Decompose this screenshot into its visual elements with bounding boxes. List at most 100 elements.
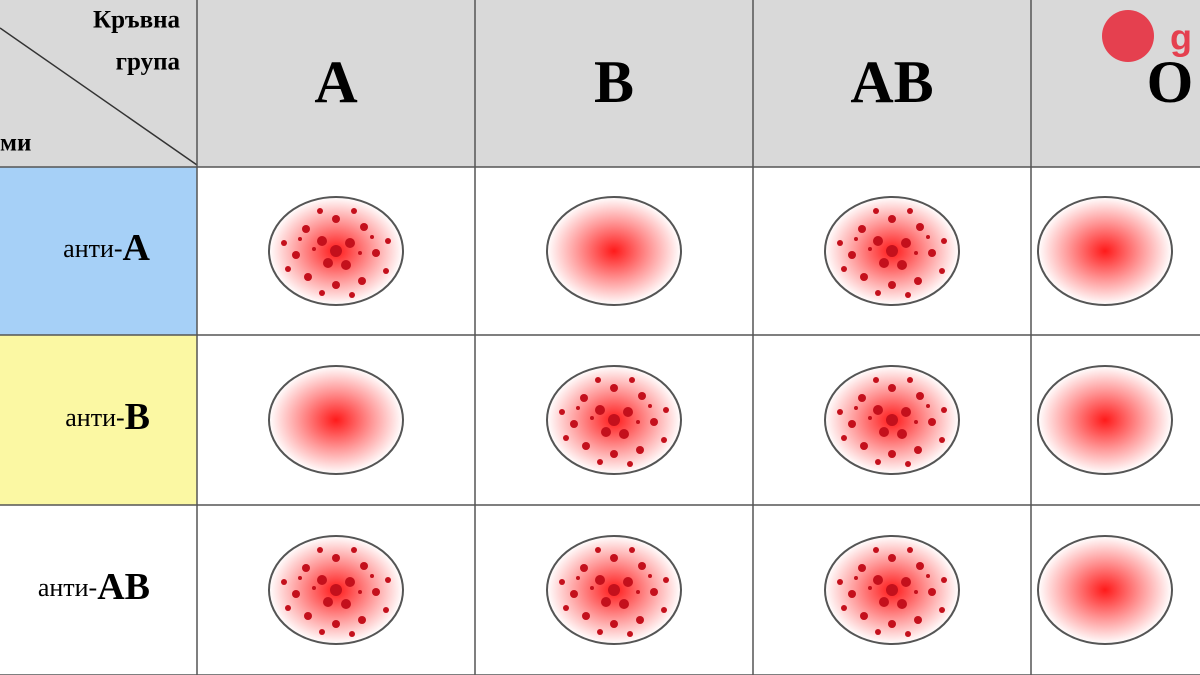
agglutination-dot bbox=[854, 237, 858, 241]
agglutination-dot bbox=[926, 404, 930, 408]
corner-label: ми bbox=[0, 130, 31, 157]
agglutination-dot bbox=[873, 547, 879, 553]
agglutination-dot bbox=[595, 547, 601, 553]
agglutination-dot bbox=[601, 597, 611, 607]
agglutination-dot bbox=[901, 407, 911, 417]
agglutination-dot bbox=[576, 576, 580, 580]
agglutination-dot bbox=[879, 597, 889, 607]
agglutination-dot bbox=[650, 588, 658, 596]
agglutination-dot bbox=[663, 407, 669, 413]
agglutination-dot bbox=[590, 416, 594, 420]
agglutination-dot bbox=[837, 240, 843, 246]
agglutination-dot bbox=[897, 260, 907, 270]
agglutination-dot bbox=[292, 590, 300, 598]
agglutination-dot bbox=[563, 605, 569, 611]
agglutination-dot bbox=[939, 437, 945, 443]
agglutination-dot bbox=[888, 554, 896, 562]
agglutination-dot bbox=[848, 420, 856, 428]
agglutination-dot bbox=[281, 240, 287, 246]
agglutination-dot bbox=[302, 564, 310, 572]
agglutination-dot bbox=[330, 245, 342, 257]
agglutination-dot bbox=[939, 268, 945, 274]
agglutination-dot bbox=[897, 599, 907, 609]
agglutination-dot bbox=[914, 251, 918, 255]
agglutination-dot bbox=[619, 429, 629, 439]
agglutination-dot bbox=[601, 427, 611, 437]
row-label-background bbox=[0, 167, 197, 335]
agglutination-dot bbox=[372, 249, 380, 257]
agglutination-dot bbox=[873, 236, 883, 246]
agglutination-dot bbox=[897, 429, 907, 439]
corner-label: Кръвна bbox=[93, 7, 181, 34]
agglutination-dot bbox=[636, 590, 640, 594]
agglutination-dot bbox=[597, 459, 603, 465]
agglutination-dot bbox=[905, 631, 911, 637]
agglutination-dot bbox=[888, 281, 896, 289]
column-header: O bbox=[1147, 49, 1194, 115]
agglutination-dot bbox=[360, 562, 368, 570]
logo-text: g bbox=[1170, 17, 1192, 58]
agglutination-dot bbox=[837, 579, 843, 585]
agglutination-dot bbox=[580, 394, 588, 402]
agglutination-dot bbox=[345, 238, 355, 248]
agglutination-dot bbox=[901, 577, 911, 587]
agglutination-dot bbox=[570, 590, 578, 598]
agglutination-dot bbox=[627, 631, 633, 637]
agglutination-dot bbox=[638, 392, 646, 400]
agglutination-dot bbox=[841, 266, 847, 272]
agglutination-dot bbox=[610, 384, 618, 392]
agglutination-dot bbox=[285, 605, 291, 611]
column-header: AB bbox=[850, 49, 933, 115]
agglutination-dot bbox=[345, 577, 355, 587]
agglutination-dot bbox=[868, 416, 872, 420]
agglutination-dot bbox=[623, 407, 633, 417]
agglutination-dot bbox=[559, 579, 565, 585]
agglutination-dot bbox=[582, 442, 590, 450]
agglutination-dot bbox=[292, 251, 300, 259]
corner-label: група bbox=[116, 49, 181, 76]
agglutination-dot bbox=[907, 547, 913, 553]
agglutination-dot bbox=[848, 590, 856, 598]
agglutination-dot bbox=[914, 590, 918, 594]
agglutination-dot bbox=[875, 459, 881, 465]
agglutination-dot bbox=[559, 409, 565, 415]
agglutination-dot bbox=[638, 562, 646, 570]
agglutination-dot bbox=[608, 414, 620, 426]
agglutination-dot bbox=[888, 450, 896, 458]
agglutination-dot bbox=[860, 442, 868, 450]
agglutination-dot bbox=[854, 406, 858, 410]
agglutination-dot bbox=[926, 235, 930, 239]
agglutination-dot bbox=[595, 575, 605, 585]
agglutination-dot bbox=[285, 266, 291, 272]
agglutination-dot bbox=[298, 576, 302, 580]
agglutination-dot bbox=[907, 377, 913, 383]
agglutination-dot bbox=[901, 238, 911, 248]
agglutination-dot bbox=[298, 237, 302, 241]
agglutination-dot bbox=[332, 620, 340, 628]
agglutination-dot bbox=[636, 616, 644, 624]
agglutination-dot bbox=[848, 251, 856, 259]
agglutination-dot bbox=[323, 258, 333, 268]
row-label-antigen: AB bbox=[97, 566, 150, 608]
agglutination-dot bbox=[841, 435, 847, 441]
agglutination-dot bbox=[916, 223, 924, 231]
agglutination-dot bbox=[941, 577, 947, 583]
row-label: анти-AB bbox=[38, 566, 150, 608]
agglutination-dot bbox=[914, 616, 922, 624]
agglutination-dot bbox=[341, 599, 351, 609]
row-label-antigen: B bbox=[125, 396, 150, 438]
row-label-prefix: анти- bbox=[65, 403, 124, 432]
agglutination-dot bbox=[319, 629, 325, 635]
agglutination-dot bbox=[661, 437, 667, 443]
agglutination-dot bbox=[875, 629, 881, 635]
agglutination-dot bbox=[349, 631, 355, 637]
blood-sample bbox=[1037, 196, 1173, 306]
row-label-prefix: анти- bbox=[63, 234, 122, 263]
agglutination-dot bbox=[281, 579, 287, 585]
agglutination-dot bbox=[317, 236, 327, 246]
agglutination-dot bbox=[595, 405, 605, 415]
agglutination-dot bbox=[868, 247, 872, 251]
agglutination-dot bbox=[928, 588, 936, 596]
